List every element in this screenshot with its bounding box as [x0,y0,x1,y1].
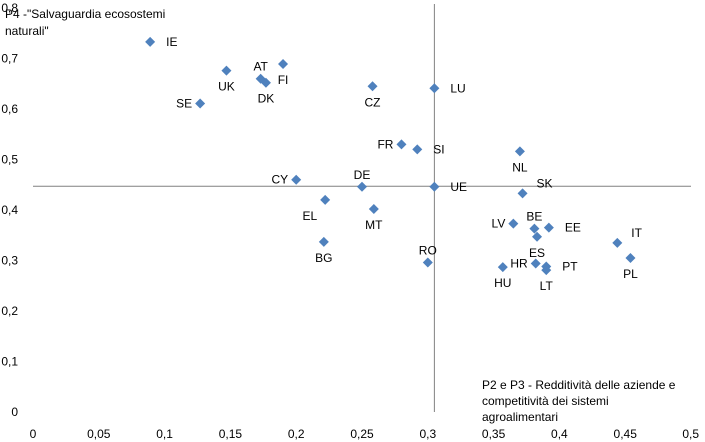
data-point-fr [396,139,407,150]
y-tick-label: 0,5 [1,153,18,167]
y-tick-label: 0 [11,405,18,419]
x-tick-labels: 0 0,05 0,1 0,15 0,2 0,25 0,3 0,35 0,4 0,45 0,5 [30,427,700,441]
data-point-lu [429,83,440,94]
data-point-si [412,144,423,155]
point-label-ie: IE [166,35,177,49]
point-label-hu: HU [494,276,511,290]
point-label-uk: UK [218,80,235,94]
point-label-nl: NL [512,160,528,174]
data-point-de [357,181,367,192]
data-point-mt [368,203,379,214]
x-tick-label: 0,5 [682,427,699,441]
point-label-pt: PT [562,260,578,274]
y-tick-labels: 0 0,1 0,2 0,3 0,4 0,5 0,6 0,7 0,8 [1,1,18,419]
data-point-lt [541,265,552,276]
data-point-cz [367,81,378,92]
x-tick-label: 0,45 [614,427,638,441]
x-tick-label: 0 [30,427,37,441]
data-point-bg [318,236,329,247]
y-axis-title-line: naturali" [5,24,49,38]
point-label-fr: FR [377,137,393,151]
point-label-sk: SK [537,176,553,190]
data-point-lv [508,218,519,229]
point-label-el: EL [302,209,317,223]
point-label-lt: LT [540,279,554,293]
data-point-sk [517,188,528,199]
x-tick-label: 0,3 [419,427,436,441]
data-point-uk [221,65,232,76]
point-label-pl: PL [623,267,638,281]
x-tick-label: 0,15 [219,427,243,441]
point-label-cz: CZ [365,95,381,109]
point-label-mt: MT [365,218,383,232]
x-tick-label: 0,25 [350,427,374,441]
x-tick-label: 0,35 [482,427,506,441]
point-label-ue: UE [450,180,467,194]
data-point-nl [514,146,525,157]
y-tick-label: 0,8 [1,1,18,15]
data-point-pl [625,252,636,263]
y-tick-label: 0,6 [1,102,18,116]
y-tick-label: 0,3 [1,254,18,268]
data-point-es [532,231,543,242]
y-axis-title-line: P4 -"Salvaguardia ecosostemi [5,7,165,21]
point-label-de: DE [354,168,371,182]
data-point-el [320,194,331,205]
data-point-ue [429,181,440,192]
point-label-hr: HR [510,257,528,271]
point-label-si: SI [433,142,444,156]
point-label-ro: RO [419,244,437,258]
point-label-lu: LU [450,81,465,95]
x-tick-label: 0,05 [87,427,111,441]
point-label-lv: LV [492,217,506,231]
point-label-it: IT [631,226,642,240]
x-axis-title-line: agroalimentari [482,410,558,424]
point-label-cy: CY [272,173,289,187]
data-point-ie [145,36,156,47]
data-point-fi [278,59,289,70]
data-point-hr [530,258,541,269]
point-label-dk: DK [258,92,275,106]
point-label-se: SE [176,96,192,110]
y-tick-label: 0,4 [1,203,18,217]
x-axis-title: P2 e P3 - Redditività delle aziende e com… [482,378,676,424]
x-axis-title-line: competitività dei sistemi [482,394,609,408]
point-label-ee: EE [565,221,581,235]
data-point-hu [497,262,508,273]
x-tick-label: 0,4 [551,427,568,441]
y-tick-label: 0,2 [1,304,18,318]
y-axis-title: P4 -"Salvaguardia ecosostemi naturali" [5,7,165,38]
y-tick-label: 0,7 [1,52,18,66]
point-label-es: ES [529,246,545,260]
point-label-bg: BG [315,251,332,265]
point-label-be: BE [526,210,542,224]
data-point-dk [260,77,271,88]
x-tick-label: 0,2 [288,427,305,441]
point-label-fi: FI [278,73,289,87]
point-label-at: AT [253,60,268,74]
x-tick-label: 0,1 [156,427,173,441]
data-point-be [529,223,540,234]
y-tick-label: 0,1 [1,355,18,369]
data-point-se [195,98,206,109]
x-axis-title-line: P2 e P3 - Redditività delle aziende e [482,378,676,392]
data-point-cy [291,174,302,185]
data-point-ro [422,257,433,268]
data-points [145,36,636,276]
data-point-it [612,237,623,248]
data-point-ee [543,222,554,233]
